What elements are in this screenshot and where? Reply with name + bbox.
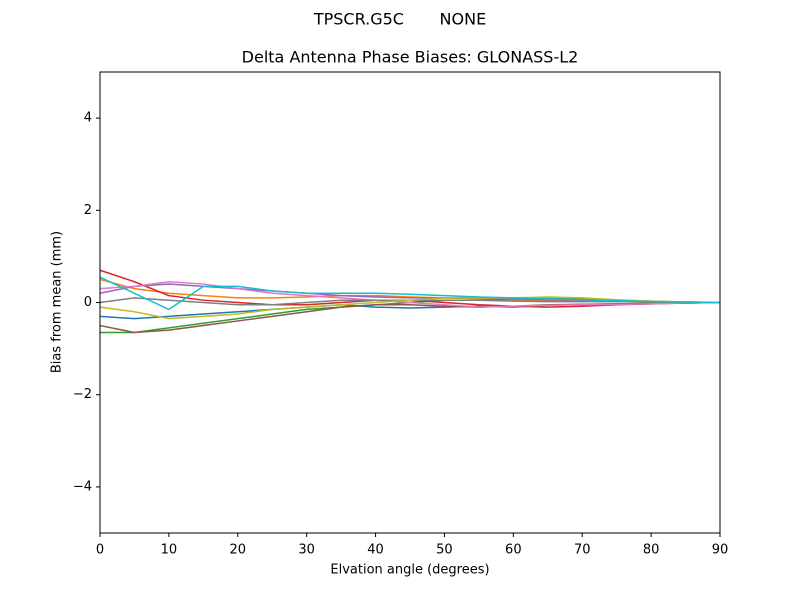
x-tick-label: 50 — [436, 543, 453, 558]
x-tick-label: 60 — [505, 543, 522, 558]
plot-area — [99, 269, 721, 334]
x-axis-label: Elvation angle (degrees) — [330, 563, 489, 578]
y-axis-label: Bias from mean (mm) — [50, 231, 65, 373]
x-tick-label: 80 — [643, 543, 660, 558]
chart-title: Delta Antenna Phase Biases: GLONASS-L2 — [242, 48, 579, 67]
x-tick-label: 0 — [96, 543, 104, 558]
suptitle: TPSCR.G5C NONE — [313, 10, 486, 29]
y-tick-label: 0 — [84, 295, 92, 310]
y-tick-label: −4 — [73, 479, 92, 494]
x-tick-label: 10 — [161, 543, 178, 558]
x-tick-label: 30 — [298, 543, 315, 558]
x-tick-label: 70 — [574, 543, 591, 558]
x-tick-label: 40 — [367, 543, 384, 558]
y-tick-label: −2 — [73, 387, 92, 402]
series-line — [99, 280, 721, 308]
x-tick-label: 20 — [230, 543, 247, 558]
y-tick-label: 2 — [84, 203, 92, 218]
y-tick-label: 4 — [84, 111, 92, 126]
series-line — [99, 296, 721, 320]
x-tick-label: 90 — [712, 543, 729, 558]
series-line — [99, 276, 721, 311]
